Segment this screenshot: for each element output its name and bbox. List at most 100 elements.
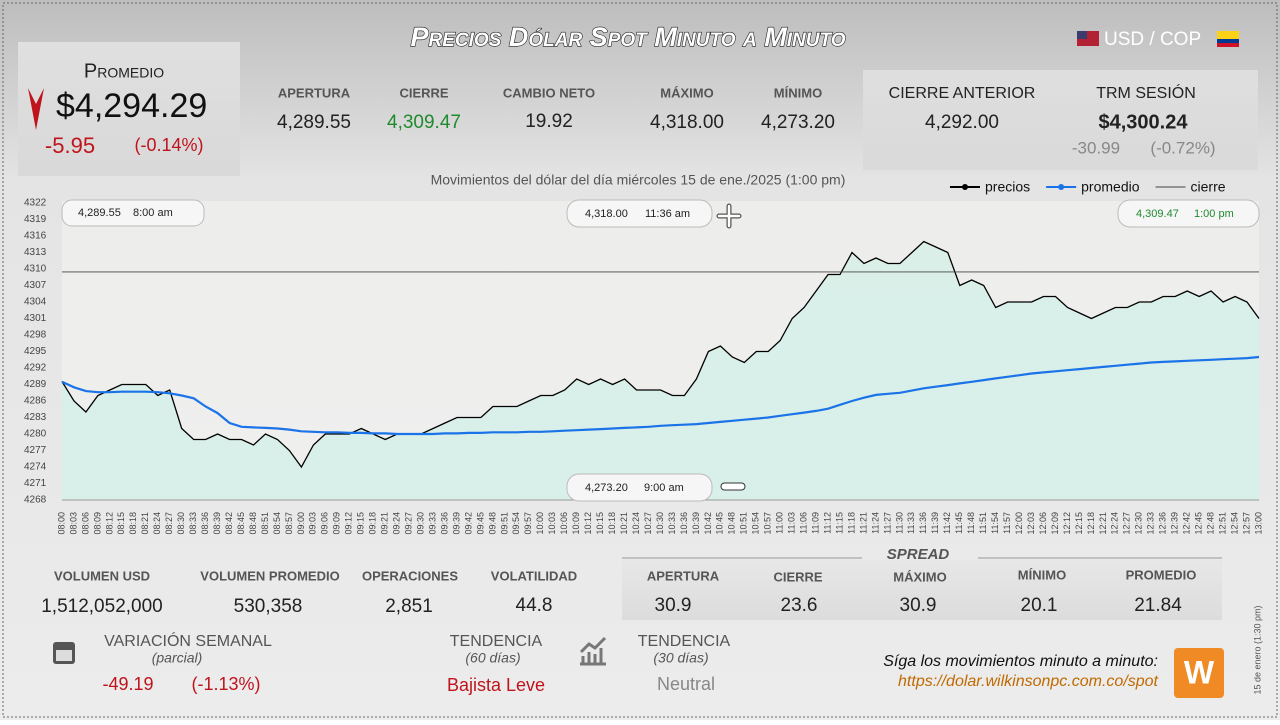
annotation-box [1117,199,1260,228]
annotation-value: 4,318.00 [585,208,628,220]
x-tick-label: 10:09 [571,512,581,535]
x-tick-label: 09:42 [463,512,473,535]
annotation-time: 8:00 am [133,207,173,219]
y-tick-label: 4298 [24,330,47,341]
trend-label: TENDENCIA [450,633,543,650]
x-tick-label: 10:06 [559,512,569,535]
calendar-icon-page [56,650,72,661]
stat-value: 2,851 [385,596,433,617]
x-tick-label: 11:51 [978,512,988,534]
annotation-box [61,199,205,227]
y-tick-label: 4286 [24,396,47,407]
legend-label: cierre [1191,179,1226,195]
x-tick-label: 11:18 [846,512,856,534]
x-tick-label: 12:39 [1170,512,1180,535]
x-tick-label: 11:06 [799,512,809,534]
annotation-time: 11:36 am [645,208,690,220]
x-tick-label: 12:42 [1182,512,1192,535]
x-tick-label: 08:27 [164,512,174,535]
weekly-note: (parcial) [152,650,203,666]
stat-label: CAMBIO NETO [503,85,595,100]
x-tick-label: 08:51 [260,512,270,535]
x-tick-label: 09:00 [296,512,306,535]
stat-label: MÍNIMO [774,85,822,100]
x-tick-label: 09:51 [499,512,509,535]
line-precios [61,240,1260,469]
x-tick-label: 08:39 [212,512,222,535]
stat-value: 44.8 [516,595,553,616]
chart-subtitle: Movimientos del dólar del día miércoles … [431,172,846,188]
x-tick-label: 08:30 [176,512,186,535]
y-tick-label: 4280 [24,429,47,440]
x-tick-label: 08:18 [128,512,138,535]
average-change-pct: (-0.14%) [134,135,203,155]
stat-label: MÁXIMO [893,569,946,584]
annotation-time: 9:00 am [644,482,684,494]
x-tick-label: 08:42 [224,512,234,535]
trm-label: TRM SESIÓN [1096,83,1196,102]
average-box [18,42,240,176]
x-tick-label: 11:48 [966,512,976,534]
average-value: $4,294.29 [56,87,207,125]
down-arrow [28,88,44,130]
x-tick-label: 12:00 [1014,512,1024,535]
title: Precios Dólar Spot Minuto a Minuto [411,22,846,52]
x-tick-label: 08:06 [80,512,90,535]
stat-label: MÁXIMO [660,85,713,100]
y-tick-label: 4316 [24,231,47,242]
stat-label: VOLUMEN USD [54,568,150,583]
y-tick-label: 4274 [24,462,47,473]
x-tick-label: 12:54 [1229,512,1239,535]
spread-title: SPREAD [887,546,950,563]
y-tick-label: 4301 [24,313,47,324]
stat-value: 4,273.20 [761,112,835,133]
x-tick-label: 10:30 [655,512,665,535]
x-tick-label: 12:09 [1050,512,1060,535]
stat-value: 21.84 [1134,595,1182,616]
x-tick-label: 08:54 [272,512,282,535]
x-tick-label: 11:24 [870,512,880,534]
x-tick-label: 11:30 [894,512,904,534]
trm-change-pct: (-0.72%) [1150,138,1215,157]
x-tick-label: 11:15 [834,512,844,534]
site-link[interactable]: https://dolar.wilkinsonpc.com.co/spot [898,673,1159,690]
x-tick-label: 09:15 [356,512,366,535]
y-tick-label: 4307 [24,280,47,291]
scroll-icon [720,482,746,491]
weekly-label: VARIACIÓN SEMANAL [104,631,272,650]
y-tick-label: 4289 [24,379,47,390]
x-tick-label: 10:27 [643,512,653,535]
prev-close-label: CIERRE ANTERIOR [889,85,1036,102]
x-tick-label: 12:27 [1122,512,1132,535]
chart-icon [579,636,607,666]
line-promedio [61,355,1260,436]
spread-box [622,560,1222,620]
x-tick-label: 08:09 [92,512,102,535]
logo-text: W [1184,654,1215,690]
trend-60: TENDENCIA (60 días) Bajista Leve [447,633,545,695]
x-tick-label: 08:48 [248,512,258,535]
x-tick-label: 12:45 [1194,512,1204,535]
x-tick-label: 12:15 [1074,512,1084,535]
x-tick-label: 09:09 [332,512,342,535]
stat-label: CIERRE [773,569,822,584]
currency-pair: USD / COP [1104,29,1201,50]
x-tick-label: 10:54 [751,512,761,535]
annotation-value: 4,289.55 [78,207,121,219]
stat-label: OPERACIONES [362,568,458,583]
trend-label: TENDENCIA [638,633,731,650]
x-tick-label: 09:33 [427,512,437,535]
trend-value: Bajista Leve [447,675,545,695]
right-box [863,70,1258,170]
stat-value: 30.9 [655,595,692,616]
x-tick-label: 11:09 [810,512,820,534]
x-tick-label: 09:30 [415,512,425,535]
x-tick-label: 12:48 [1205,512,1215,535]
x-tick-label: 12:33 [1146,512,1156,535]
x-tick-label: 10:24 [631,512,641,535]
x-tick-label: 10:51 [739,512,749,535]
y-tick-label: 4283 [24,412,47,423]
session-stats: APERTURA 4,289.55 CIERRE 4,309.47 CAMBIO… [277,85,835,133]
x-tick-label: 10:00 [535,512,545,535]
x-tick-label: 10:42 [703,512,713,535]
